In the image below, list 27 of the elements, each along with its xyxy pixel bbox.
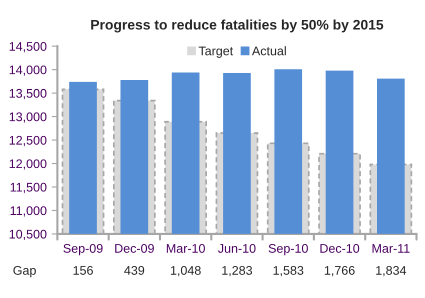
y-tick-label: 13,000 [10, 112, 46, 123]
text: 1,048 [170, 266, 201, 276]
y-tick-label: 10,500 [10, 230, 46, 240]
y-tick-label: 11,500 [10, 182, 46, 194]
y-tick-label: 11,000 [10, 206, 46, 217]
x-tick-label: Jun-10 [218, 244, 256, 253]
chart-title: Progress to reduce fatalities by 50% by 2015 [91, 19, 384, 32]
x-tick-label: Dec-10 [320, 244, 360, 253]
x-tick-label: Sep-09 [63, 244, 103, 256]
x-tick-label: Dec-09 [115, 244, 154, 253]
text: 1,834 [376, 266, 406, 276]
y-tick-label: 14,500 [10, 42, 46, 52]
legend-label: Target [198, 46, 234, 58]
x-tick-label: Sep-10 [268, 244, 308, 256]
x-tick-label: Mar-11 [372, 244, 410, 253]
y-tick-label: 12,500 [10, 136, 46, 146]
y-tick-label: 12,000 [10, 159, 46, 170]
text: 439 [124, 266, 144, 275]
legend-label: Actual [252, 46, 286, 56]
text: 1,766 [324, 266, 355, 276]
text: 1,283 [222, 266, 252, 276]
text: 156 [74, 266, 93, 275]
text: 1,583 [274, 266, 304, 276]
text: Gap [13, 266, 36, 278]
y-tick-label: 14,000 [10, 65, 46, 76]
x-tick-label: Mar-10 [166, 244, 205, 253]
y-tick-label: 13,500 [10, 88, 46, 100]
